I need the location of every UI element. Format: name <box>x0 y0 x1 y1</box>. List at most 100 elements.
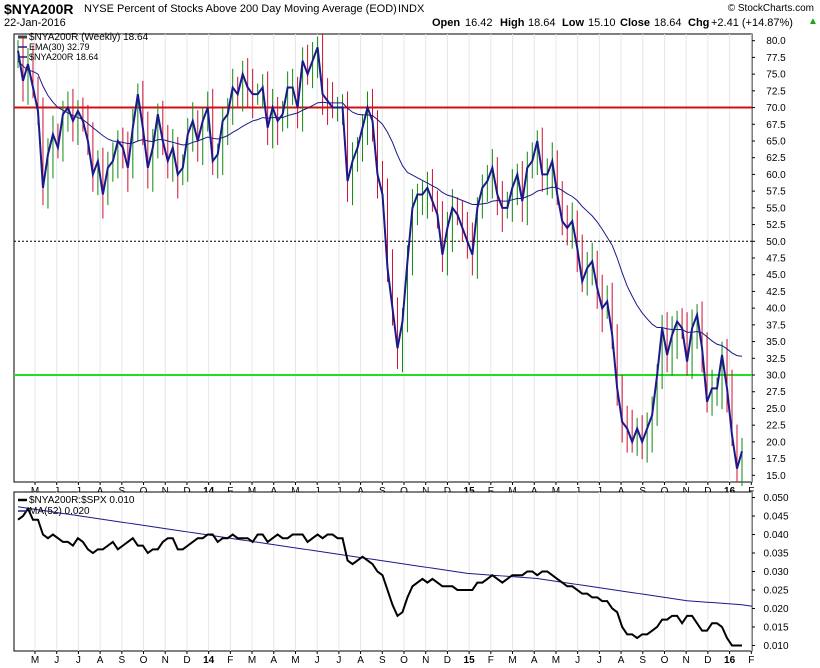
legend-price-label: $NYA200R 18.64 <box>29 52 98 62</box>
ratio-x-tick-label: S <box>118 655 125 666</box>
ratio-x-tick-label: 14 <box>203 655 215 666</box>
ratio-x-tick-label: O <box>400 655 408 666</box>
ratio-x-tick-label: D <box>704 655 711 666</box>
price-y-tick-label: 47.5 <box>766 254 786 265</box>
ratio-x-tick-label: F <box>227 655 233 666</box>
open-value: 16.42 <box>465 17 493 29</box>
price-y-tick-label: 62.5 <box>766 153 786 164</box>
ratio-x-tick-label: J <box>597 655 602 666</box>
high-value: 18.64 <box>528 17 556 29</box>
ratio-x-tick-label: D <box>444 655 451 666</box>
price-y-tick-label: 80.0 <box>766 36 786 47</box>
ratio-y-tick-label: 0.045 <box>763 512 788 523</box>
ratio-x-tick-label: N <box>162 655 169 666</box>
price-y-tick-label: 57.5 <box>766 187 786 198</box>
price-pane: MJJASOND14FMAMJJASOND15FMAMJJASOND16F15.… <box>13 32 786 497</box>
ratio-x-tick-label: J <box>76 655 81 666</box>
price-plot-frame <box>13 33 753 483</box>
close-label: Close <box>620 17 650 29</box>
ratio-y-tick-label: 0.030 <box>763 567 788 578</box>
ratio-x-tick-label: J <box>54 655 59 666</box>
chart-name: NYSE Percent of Stocks Above 200 Day Mov… <box>84 3 397 15</box>
ratio-y-tick-label: 0.025 <box>763 585 788 596</box>
legend-ema-label: EMA(30) 32.79 <box>29 42 90 52</box>
ratio-x-tick-label: 15 <box>464 655 476 666</box>
price-y-tick-label: 17.5 <box>766 454 786 465</box>
ratio-y-tick-label: 0.050 <box>763 493 788 504</box>
ratio-x-tick-label: A <box>97 655 104 666</box>
price-y-tick-label: 50.0 <box>766 237 786 248</box>
price-y-tick-label: 37.5 <box>766 320 786 331</box>
price-y-tick-label: 25.0 <box>766 404 786 415</box>
price-y-tick-label: 32.5 <box>766 354 786 365</box>
ratio-x-tick-label: O <box>661 655 669 666</box>
price-y-tick-label: 72.5 <box>766 86 786 97</box>
ratio-x-tick-label: A <box>270 655 277 666</box>
price-y-tick-label: 60.0 <box>766 170 786 181</box>
ratio-x-tick-label: O <box>140 655 148 666</box>
exchange: INDX <box>398 3 425 15</box>
ratio-x-tick-label: A <box>531 655 538 666</box>
copyright: © StockCharts.com <box>727 3 814 14</box>
price-y-tick-label: 20.0 <box>766 437 786 448</box>
low-value: 15.10 <box>588 17 616 29</box>
ratio-x-tick-label: N <box>683 655 690 666</box>
chg-value: +2.41 (+14.87%) <box>711 17 793 29</box>
price-y-tick-label: 15.0 <box>766 471 786 482</box>
price-y-tick-label: 35.0 <box>766 337 786 348</box>
legend-ratio-ma-label: MA(52) 0.020 <box>29 506 90 517</box>
ratio-x-tick-label: M <box>508 655 516 666</box>
price-y-tick-label: 42.5 <box>766 287 786 298</box>
chg-label: Chg <box>688 17 710 29</box>
price-y-tick-label: 27.5 <box>766 387 786 398</box>
price-y-tick-label: 75.0 <box>766 70 786 81</box>
ratio-x-tick-label: F <box>748 655 754 666</box>
ratio-x-tick-label: N <box>422 655 429 666</box>
low-label: Low <box>562 17 584 29</box>
ratio-x-tick-label: S <box>379 655 386 666</box>
chg-up-arrow-icon: ▲ <box>808 16 818 27</box>
price-y-tick-label: 77.5 <box>766 53 786 64</box>
price-y-tick-label: 67.5 <box>766 120 786 131</box>
quote-date: 22-Jan-2016 <box>4 17 66 29</box>
price-line <box>17 47 743 469</box>
ratio-x-tick-label: M <box>248 655 256 666</box>
price-y-tick-label: 55.0 <box>766 203 786 214</box>
ratio-y-tick-label: 0.040 <box>763 530 788 541</box>
ratio-x-tick-label: M <box>31 655 39 666</box>
chart-header: $NYA200R NYSE Percent of Stocks Above 20… <box>0 0 820 32</box>
ratio-x-tick-label: M <box>291 655 299 666</box>
ratio-x-tick-label: A <box>618 655 625 666</box>
open-label: Open <box>432 17 461 29</box>
ratio-x-tick-label: J <box>315 655 320 666</box>
legend-symbol-bars-label: $NYA200R (Weekly) 18.64 <box>29 32 149 43</box>
symbol: $NYA200R <box>4 1 74 17</box>
ratio-line <box>17 506 742 647</box>
high-label: High <box>500 17 525 29</box>
ratio-y-tick-label: 0.020 <box>763 604 788 615</box>
legend-ratio-label: $NYA200R:$SPX 0.010 <box>29 495 135 506</box>
price-y-tick-label: 45.0 <box>766 270 786 281</box>
ratio-x-tick-label: M <box>552 655 560 666</box>
ratio-y-tick-label: 0.015 <box>763 622 788 633</box>
ratio-y-tick-label: 0.035 <box>763 549 788 560</box>
ratio-x-tick-label: J <box>336 655 341 666</box>
ratio-ma52-line <box>17 506 753 607</box>
ratio-x-tick-label: D <box>183 655 190 666</box>
ratio-y-tick-label: 0.010 <box>763 641 788 652</box>
price-y-tick-label: 52.5 <box>766 220 786 231</box>
price-y-tick-label: 40.0 <box>766 304 786 315</box>
price-y-tick-label: 22.5 <box>766 421 786 432</box>
ratio-x-tick-label: J <box>575 655 580 666</box>
ratio-x-tick-label: A <box>357 655 364 666</box>
price-y-tick-label: 70.0 <box>766 103 786 114</box>
ratio-plot-frame <box>13 491 753 652</box>
ratio-pane: M J J A S O N D 14 F M A M J J A S O N D 15 F M A M J J A S O N D 16 F 0.0… <box>13 491 789 666</box>
close-value: 18.64 <box>654 17 682 29</box>
ratio-x-tick-label: 16 <box>724 655 736 666</box>
price-y-tick-label: 30.0 <box>766 371 786 382</box>
price-y-tick-label: 65.0 <box>766 136 786 147</box>
ratio-x-tick-label: S <box>639 655 646 666</box>
ratio-x-tick-label: F <box>488 655 494 666</box>
ema30-line <box>17 60 743 357</box>
